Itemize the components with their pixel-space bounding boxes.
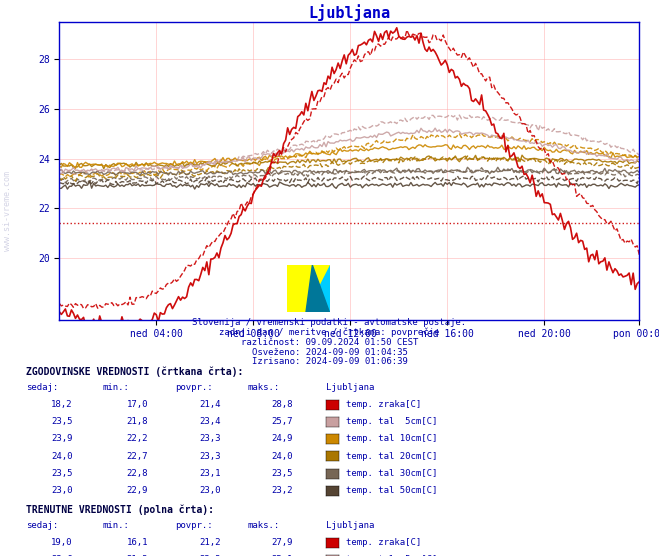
Text: maks.:: maks.: bbox=[247, 520, 279, 530]
Text: temp. tal 50cm[C]: temp. tal 50cm[C] bbox=[346, 486, 438, 495]
Text: 23,9: 23,9 bbox=[51, 434, 72, 444]
Text: 23,0: 23,0 bbox=[199, 486, 221, 495]
Text: povpr.:: povpr.: bbox=[175, 520, 212, 530]
Text: min.:: min.: bbox=[102, 520, 129, 530]
Text: www.si-vreme.com: www.si-vreme.com bbox=[3, 171, 13, 251]
Text: 23,1: 23,1 bbox=[199, 469, 221, 478]
Text: 23,6: 23,6 bbox=[51, 555, 72, 556]
Text: temp. tal  5cm[C]: temp. tal 5cm[C] bbox=[346, 417, 438, 426]
Text: 28,8: 28,8 bbox=[272, 400, 293, 409]
Text: ZGODOVINSKE VREDNOSTI (črtkana črta):: ZGODOVINSKE VREDNOSTI (črtkana črta): bbox=[26, 367, 244, 378]
Text: 27,9: 27,9 bbox=[272, 538, 293, 547]
Text: različnost: 09.09.2024 01:50 CEST: različnost: 09.09.2024 01:50 CEST bbox=[241, 338, 418, 348]
Text: Slovenija / vremenski podatki - avtomatske postaje.: Slovenija / vremenski podatki - avtomats… bbox=[192, 318, 467, 327]
Text: 23,0: 23,0 bbox=[51, 486, 72, 495]
Text: 18,2: 18,2 bbox=[51, 400, 72, 409]
Text: 19,0: 19,0 bbox=[51, 538, 72, 547]
Text: 22,2: 22,2 bbox=[127, 434, 148, 444]
Text: temp. tal 10cm[C]: temp. tal 10cm[C] bbox=[346, 434, 438, 444]
Text: 21,8: 21,8 bbox=[127, 417, 148, 426]
Text: 22,7: 22,7 bbox=[127, 451, 148, 461]
Text: maks.:: maks.: bbox=[247, 383, 279, 392]
Text: 23,2: 23,2 bbox=[272, 486, 293, 495]
Text: 25,1: 25,1 bbox=[272, 555, 293, 556]
Text: 23,3: 23,3 bbox=[199, 451, 221, 461]
Text: Izrisano: 2024-09-09 01:06:39: Izrisano: 2024-09-09 01:06:39 bbox=[252, 357, 407, 366]
Text: 23,5: 23,5 bbox=[51, 469, 72, 478]
Text: 25,7: 25,7 bbox=[272, 417, 293, 426]
Polygon shape bbox=[306, 265, 330, 312]
Text: temp. tal  5cm[C]: temp. tal 5cm[C] bbox=[346, 555, 438, 556]
Text: 23,3: 23,3 bbox=[199, 555, 221, 556]
Text: Osveženo: 2024-09-09 01:04:35: Osveženo: 2024-09-09 01:04:35 bbox=[252, 348, 407, 358]
Text: temp. zraka[C]: temp. zraka[C] bbox=[346, 400, 421, 409]
Text: min.:: min.: bbox=[102, 383, 129, 392]
Text: 16,1: 16,1 bbox=[127, 538, 148, 547]
Text: zadnji dan / meritve / črtkana: povprečje: zadnji dan / meritve / črtkana: povprečj… bbox=[219, 328, 440, 337]
Text: temp. tal 30cm[C]: temp. tal 30cm[C] bbox=[346, 469, 438, 478]
Text: temp. zraka[C]: temp. zraka[C] bbox=[346, 538, 421, 547]
Text: sedaj:: sedaj: bbox=[26, 383, 59, 392]
Text: TRENUTNE VREDNOSTI (polna črta):: TRENUTNE VREDNOSTI (polna črta): bbox=[26, 505, 214, 515]
Text: Ljubljana: Ljubljana bbox=[326, 520, 374, 530]
Text: 23,5: 23,5 bbox=[51, 417, 72, 426]
Text: 24,9: 24,9 bbox=[272, 434, 293, 444]
Text: 23,3: 23,3 bbox=[199, 434, 221, 444]
Text: temp. tal 20cm[C]: temp. tal 20cm[C] bbox=[346, 451, 438, 461]
Text: 24,0: 24,0 bbox=[272, 451, 293, 461]
Text: Ljubljana: Ljubljana bbox=[326, 383, 374, 392]
Text: 23,4: 23,4 bbox=[199, 417, 221, 426]
Text: 21,3: 21,3 bbox=[127, 555, 148, 556]
Text: 22,8: 22,8 bbox=[127, 469, 148, 478]
Title: Ljubljana: Ljubljana bbox=[308, 4, 390, 21]
Text: 24,0: 24,0 bbox=[51, 451, 72, 461]
Polygon shape bbox=[306, 265, 330, 312]
Text: 22,9: 22,9 bbox=[127, 486, 148, 495]
Text: sedaj:: sedaj: bbox=[26, 520, 59, 530]
Text: povpr.:: povpr.: bbox=[175, 383, 212, 392]
Text: 21,4: 21,4 bbox=[199, 400, 221, 409]
Text: 21,2: 21,2 bbox=[199, 538, 221, 547]
Text: 23,5: 23,5 bbox=[272, 469, 293, 478]
Text: 17,0: 17,0 bbox=[127, 400, 148, 409]
